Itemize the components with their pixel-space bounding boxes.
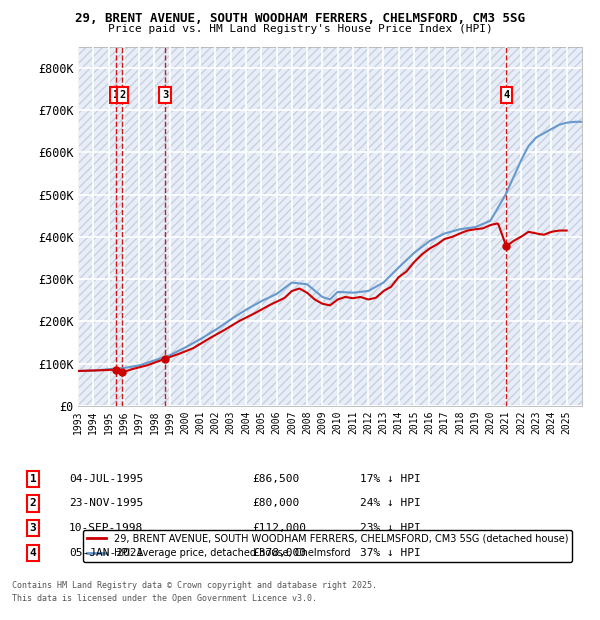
Text: 3: 3 <box>29 523 37 533</box>
Text: 29, BRENT AVENUE, SOUTH WOODHAM FERRERS, CHELMSFORD, CM3 5SG: 29, BRENT AVENUE, SOUTH WOODHAM FERRERS,… <box>75 12 525 25</box>
Text: 3: 3 <box>162 90 168 100</box>
Legend: 29, BRENT AVENUE, SOUTH WOODHAM FERRERS, CHELMSFORD, CM3 5SG (detached house), H: 29, BRENT AVENUE, SOUTH WOODHAM FERRERS,… <box>83 529 572 562</box>
Text: £378,000: £378,000 <box>252 548 306 558</box>
Text: 04-JUL-1995: 04-JUL-1995 <box>69 474 143 484</box>
Text: 24% ↓ HPI: 24% ↓ HPI <box>360 498 421 508</box>
Text: 4: 4 <box>503 90 509 100</box>
Text: 1: 1 <box>29 474 37 484</box>
Text: 37% ↓ HPI: 37% ↓ HPI <box>360 548 421 558</box>
Text: 10-SEP-1998: 10-SEP-1998 <box>69 523 143 533</box>
Text: 4: 4 <box>29 548 37 558</box>
Text: 2: 2 <box>119 90 125 100</box>
Text: 17% ↓ HPI: 17% ↓ HPI <box>360 474 421 484</box>
Text: Contains HM Land Registry data © Crown copyright and database right 2025.: Contains HM Land Registry data © Crown c… <box>12 581 377 590</box>
Text: 05-JAN-2021: 05-JAN-2021 <box>69 548 143 558</box>
Text: £86,500: £86,500 <box>252 474 299 484</box>
Text: £80,000: £80,000 <box>252 498 299 508</box>
Text: This data is licensed under the Open Government Licence v3.0.: This data is licensed under the Open Gov… <box>12 593 317 603</box>
Text: 2: 2 <box>29 498 37 508</box>
Text: 1: 1 <box>113 90 119 100</box>
Text: 23% ↓ HPI: 23% ↓ HPI <box>360 523 421 533</box>
Text: Price paid vs. HM Land Registry's House Price Index (HPI): Price paid vs. HM Land Registry's House … <box>107 24 493 33</box>
Text: £112,000: £112,000 <box>252 523 306 533</box>
Text: 23-NOV-1995: 23-NOV-1995 <box>69 498 143 508</box>
